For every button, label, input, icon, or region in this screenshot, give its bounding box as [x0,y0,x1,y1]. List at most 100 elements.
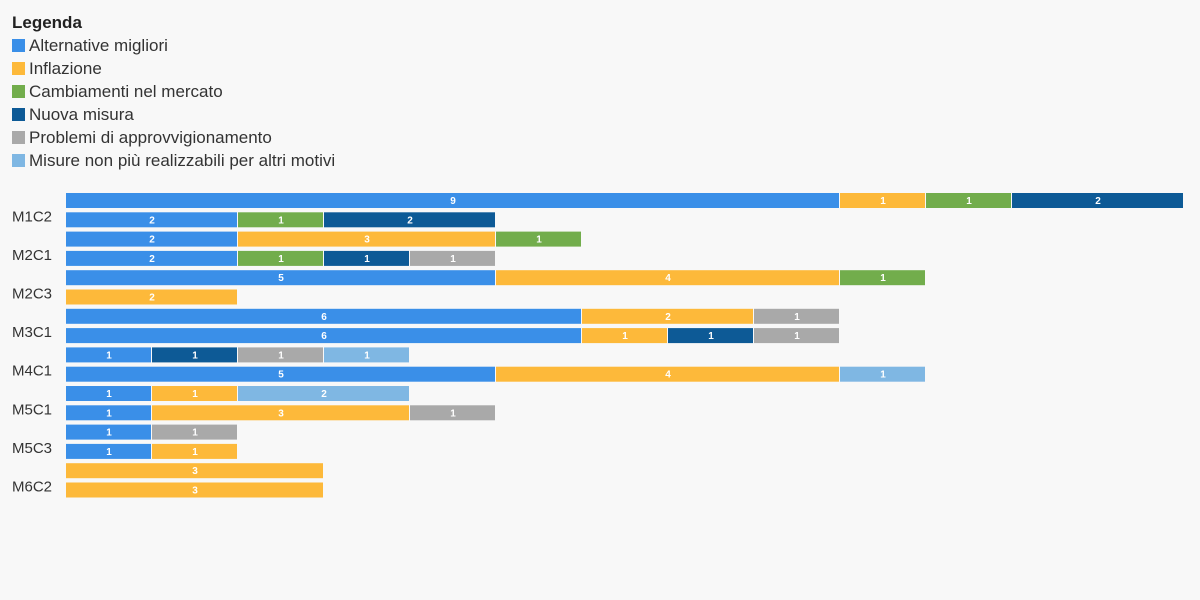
row-label: M6C2 [12,479,52,496]
bar-segment [238,386,409,401]
bar-segment [66,405,151,421]
legend-swatch [12,131,25,144]
bar-segment [66,347,151,363]
bar-value-label: 1 [192,447,198,458]
legend-item: Nuova misura [12,103,335,126]
legend-swatch [12,108,25,121]
bar-value-label: 1 [106,428,112,439]
bar-value-label: 1 [450,408,456,419]
bar-value-label: 1 [106,408,112,419]
bar-segment [754,328,839,344]
bar-value-label: 4 [665,370,671,381]
bar-segment [1012,193,1183,208]
legend-item: Alternative migliori [12,34,335,57]
bar-segment [324,250,409,266]
bar-value-label: 1 [364,350,370,361]
bar-segment [66,289,237,305]
bar-value-label: 5 [278,273,284,284]
bar-value-label: 3 [192,466,198,477]
bar-value-label: 1 [622,331,628,342]
bar-value-label: 2 [321,389,327,400]
bar-segment [66,424,151,440]
bar-value-label: 1 [278,254,284,265]
bar-segment [152,386,237,401]
bar-segment [410,250,495,266]
bar-value-label: 2 [1095,196,1101,207]
bar-value-label: 2 [149,293,155,304]
legend-swatch [12,39,25,52]
bar-segment [496,270,839,286]
row-label: M1C2 [12,208,52,225]
bar-value-label: 1 [880,196,886,207]
bar-segment [66,386,151,401]
bar-segment [840,270,925,286]
bar-segment [840,366,925,382]
legend-swatch [12,85,25,98]
legend-item: Misure non più realizzabili per altri mo… [12,149,335,172]
bar-segment [66,193,839,208]
bar-value-label: 2 [665,312,671,323]
legend-item-label: Alternative migliori [29,35,168,55]
bar-segment [66,270,495,286]
bar-segment [152,424,237,440]
bar-value-label: 1 [966,196,972,207]
legend-item-label: Cambiamenti nel mercato [29,81,223,101]
bar-value-label: 3 [364,235,370,246]
bar-value-label: 2 [149,215,155,226]
row-label: M5C3 [12,440,52,457]
legend-title: Legenda [12,13,82,32]
bar-segment [668,328,753,344]
legend-item-label: Inflazione [29,58,102,78]
legend-item-label: Nuova misura [29,104,134,124]
bar-segment [238,212,323,228]
bar-segment [324,212,495,228]
bar-segment [66,366,495,382]
bar-segment [582,308,753,324]
bar-value-label: 3 [278,408,284,419]
legend-items: Alternative migliori Inflazione Cambiament… [12,34,335,172]
bar-segment [66,463,323,479]
bar-segment [926,193,1011,208]
legend-item-label: Problemi di approvvigionamento [29,127,272,147]
bar-value-label: 4 [665,273,671,284]
legend-item: Problemi di approvvigionamento [12,126,335,149]
bar-segment [66,250,237,266]
bar-value-label: 6 [321,331,327,342]
bar-value-label: 1 [192,350,198,361]
bar-value-label: 1 [106,350,112,361]
bar-segment [66,308,581,324]
bar-segment [496,231,581,247]
bar-value-label: 1 [794,331,800,342]
row-label: M4C1 [12,363,52,380]
bar-segment [66,328,581,344]
bar-segment [238,347,323,363]
bar-segment [66,231,237,247]
bar-value-label: 3 [192,486,198,497]
row-label: M2C1 [12,247,52,264]
bar-value-label: 1 [106,389,112,400]
bar-value-label: 1 [278,350,284,361]
legend-swatch [12,154,25,167]
bar-segment [238,250,323,266]
legend-swatch [12,62,25,75]
bar-value-label: 1 [708,331,714,342]
bar-segment [496,366,839,382]
bar-value-label: 1 [106,447,112,458]
bar-segment [410,405,495,421]
bar-value-label: 1 [364,254,370,265]
bar-value-label: 6 [321,312,327,323]
bar-segment [66,212,237,228]
row-label: M2C3 [12,286,52,303]
bar-segment [152,443,237,459]
row-label: M3C1 [12,324,52,341]
bar-segment [238,231,495,247]
bar-segment [66,443,151,459]
bar-segment [754,308,839,324]
bar-value-label: 2 [149,254,155,265]
legend-item-label: Misure non più realizzabili per altri mo… [29,150,336,170]
bar-segment [66,482,323,498]
bar-value-label: 1 [880,273,886,284]
bar-segment [582,328,667,344]
bar-value-label: 9 [450,196,456,207]
